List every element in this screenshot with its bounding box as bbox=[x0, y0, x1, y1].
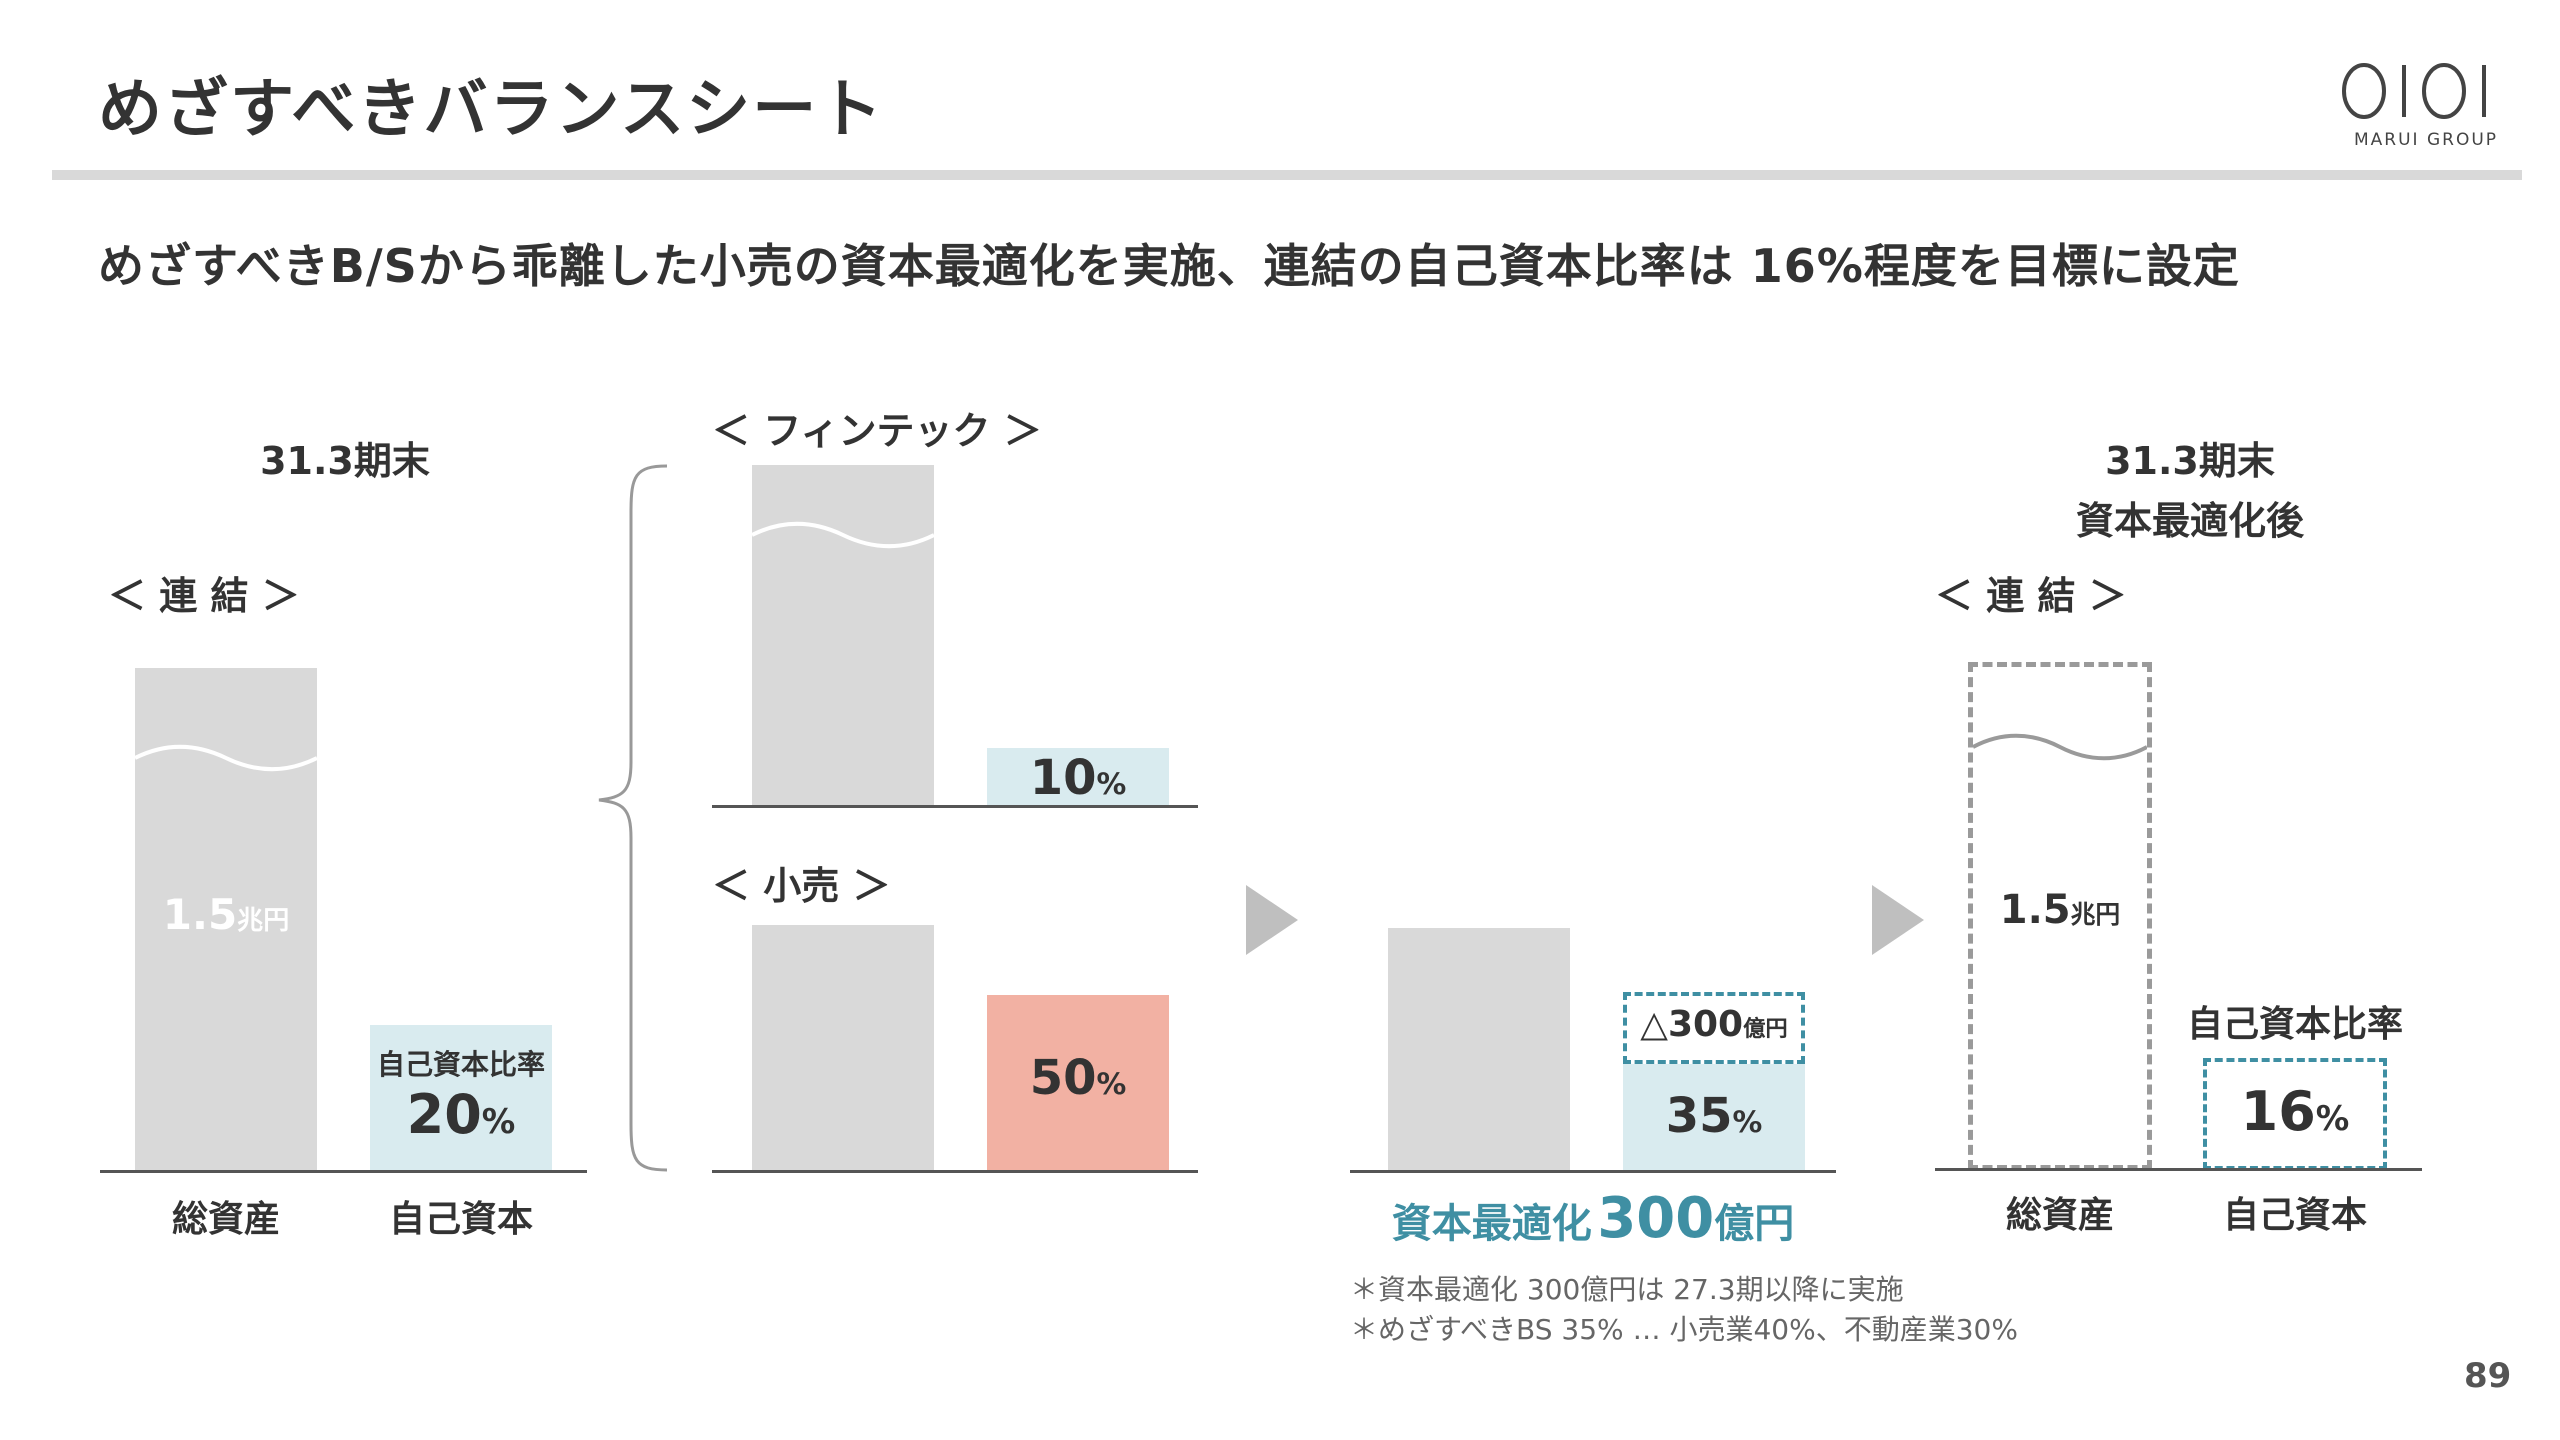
capital-optimization-caption-prefix: 資本最適化 bbox=[1391, 1201, 1592, 1247]
panel4-period-line1: 31.3期末 bbox=[2105, 439, 2275, 483]
optimized-retail-assets-bar bbox=[1388, 928, 1570, 1170]
retail-equity-bar: 50% bbox=[987, 995, 1169, 1170]
fintech-assets-bar bbox=[752, 465, 934, 805]
retail-equity-unit: % bbox=[1096, 1067, 1127, 1102]
panel4-total-assets-number: 1.5 bbox=[1999, 887, 2071, 933]
panel1-total-assets-bar: 1.5兆円 bbox=[135, 668, 317, 1170]
panel1-equity-ratio-unit: % bbox=[481, 1102, 516, 1141]
panel1-baseline bbox=[100, 1170, 587, 1173]
panel4-total-assets-bar: 1.5兆円 bbox=[1968, 662, 2152, 1170]
optimized-retail-equity-unit: % bbox=[1732, 1105, 1763, 1140]
panel1-equity-ratio-number: 20 bbox=[406, 1083, 482, 1146]
panel4-axis-break-icon bbox=[1973, 733, 2147, 761]
panel4-equity-ratio-unit: % bbox=[2315, 1099, 2350, 1138]
fintech-equity-number: 10 bbox=[1029, 750, 1097, 806]
curly-brace-icon bbox=[598, 464, 668, 1172]
slide-subtitle: めざすべきB/Sから乖離した小売の資本最適化を実施、連結の自己資本比率は 16%… bbox=[98, 239, 2240, 293]
panel1-equity-bar: 自己資本比率 20% bbox=[370, 1025, 552, 1170]
retail-assets-bar bbox=[752, 925, 934, 1170]
fintech-baseline bbox=[712, 805, 1198, 808]
fintech-equity-unit: % bbox=[1096, 767, 1127, 802]
optimized-retail-equity-number: 35 bbox=[1665, 1088, 1733, 1144]
panel4-x-label-assets: 総資産 bbox=[2005, 1195, 2114, 1236]
marui-group-logo: MARUI GROUP bbox=[2340, 60, 2512, 156]
panel1-total-assets-unit: 兆円 bbox=[237, 906, 290, 936]
optimized-baseline bbox=[1350, 1170, 1836, 1173]
capital-reduction-box: △300億円 bbox=[1623, 992, 1805, 1064]
page-title: めざすべきバランスシート bbox=[98, 73, 885, 147]
panel1-segment-label: ＜ 連 結 ＞ bbox=[108, 574, 300, 618]
marui-logo-mark-icon bbox=[2342, 63, 2486, 119]
fintech-segment-label: ＜ フィンテック ＞ bbox=[712, 409, 1042, 453]
footnote-2: ＊めざすべきBS 35% … 小売業40%、不動産業30% bbox=[1350, 1313, 2018, 1346]
panel1-equity-ratio-value: 20% bbox=[370, 1083, 552, 1146]
panel4-total-assets-unit: 兆円 bbox=[2070, 900, 2121, 929]
capital-optimization-caption: 資本最適化 300億円 bbox=[1350, 1186, 1836, 1251]
panel4-equity-ratio-number: 16 bbox=[2240, 1080, 2316, 1143]
panel1-axis-break-icon bbox=[135, 744, 317, 772]
retail-equity-value: 50% bbox=[987, 1050, 1169, 1106]
optimized-retail-equity-bar: 35% bbox=[1623, 1064, 1805, 1170]
panel1-total-assets-number: 1.5 bbox=[162, 890, 238, 939]
panel1-x-label-equity: 自己資本 bbox=[388, 1199, 533, 1240]
footnote-1: ＊資本最適化 300億円は 27.3期以降に実施 bbox=[1350, 1273, 1904, 1306]
retail-baseline bbox=[712, 1170, 1198, 1173]
arrow-right-icon bbox=[1246, 885, 1298, 955]
capital-reduction-number: △300 bbox=[1640, 1004, 1744, 1045]
panel4-baseline bbox=[1935, 1168, 2422, 1171]
title-divider bbox=[52, 170, 2522, 180]
page-number: 89 bbox=[2464, 1356, 2512, 1396]
arrow-right-icon bbox=[1872, 885, 1924, 955]
panel1-x-label-assets: 総資産 bbox=[171, 1199, 280, 1240]
optimized-retail-equity-value: 35% bbox=[1623, 1088, 1805, 1144]
fintech-axis-break-icon bbox=[752, 521, 934, 549]
panel1-period: 31.3期末 bbox=[260, 439, 430, 483]
panel4-segment-label: ＜ 連 結 ＞ bbox=[1935, 574, 2127, 618]
logo-wordmark: MARUI GROUP bbox=[2353, 130, 2499, 150]
fintech-equity-bar: 10% bbox=[987, 748, 1169, 806]
panel1-equity-ratio-label: 自己資本比率 bbox=[376, 1048, 545, 1081]
fintech-equity-value: 10% bbox=[987, 750, 1169, 806]
panel4-x-label-equity: 自己資本 bbox=[2222, 1195, 2367, 1236]
panel4-equity-ratio-label: 自己資本比率 bbox=[2186, 1004, 2403, 1045]
capital-reduction-value: △300億円 bbox=[1623, 1004, 1805, 1045]
panel1-total-assets-value: 1.5兆円 bbox=[135, 890, 317, 939]
capital-optimization-caption-number: 300 bbox=[1597, 1186, 1715, 1251]
panel4-equity-ratio-value: 16% bbox=[2203, 1080, 2387, 1143]
retail-equity-number: 50 bbox=[1029, 1050, 1097, 1106]
panel4-period-line2: 資本最適化後 bbox=[2075, 499, 2304, 543]
capital-reduction-unit: 億円 bbox=[1743, 1016, 1788, 1042]
capital-optimization-caption-unit: 億円 bbox=[1714, 1201, 1795, 1247]
panel4-total-assets-value: 1.5兆円 bbox=[1973, 887, 2147, 933]
retail-segment-label: ＜ 小売 ＞ bbox=[712, 864, 891, 908]
panel4-equity-box: 16% bbox=[2203, 1058, 2387, 1170]
